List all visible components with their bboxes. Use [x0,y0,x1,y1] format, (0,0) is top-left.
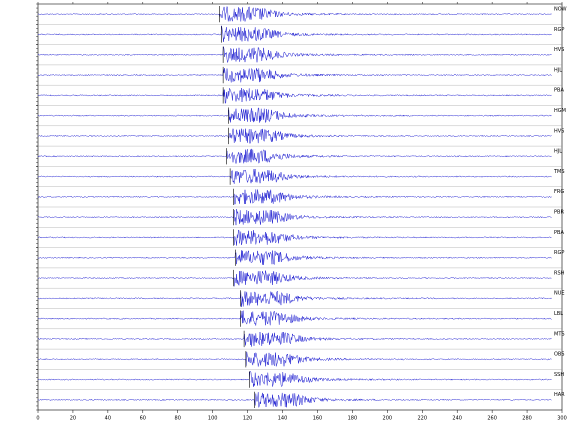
trace-name: LBL [554,311,563,317]
waveform [37,392,552,408]
trace-name: HGM [554,108,566,114]
x-tick-label: 0 [36,416,39,422]
trace-name: HAR [554,392,565,398]
x-tick-label: 20 [70,416,76,422]
waveform [37,370,552,388]
x-tick-label: 200 [383,416,393,422]
waveform [37,351,552,367]
waveform [37,127,552,144]
x-tick-label: 120 [243,416,253,422]
trace-name: HJL [554,67,562,73]
waveform [37,229,552,246]
x-tick-label: 140 [278,416,288,422]
trace-name: HJL [554,149,562,155]
x-tick-label: 80 [175,416,181,422]
trace-name: PBR [554,210,564,216]
waveform [37,331,552,347]
waveform [37,46,552,63]
waveform [37,87,552,105]
trace-name: PBA [554,230,564,236]
trace-name: PBA [554,88,564,94]
waveform [37,250,552,265]
trace-name: SSH [554,372,564,378]
x-tick-label: 280 [522,416,532,422]
x-tick-label: 240 [452,416,462,422]
x-tick-label: 100 [208,416,218,422]
x-tick-label: 40 [105,416,111,422]
x-tick-label: 160 [313,416,323,422]
waveform [37,310,552,326]
trace-name: NOW [554,7,567,13]
trace-name: HVS [554,128,564,134]
waveform [37,168,552,184]
trace-name: RSH [554,270,565,276]
trace-name: MTS [554,331,565,337]
x-tick-label: 60 [140,416,146,422]
waveform [37,148,552,165]
waveform [37,290,552,307]
waveform [37,209,552,226]
trace-name: RGP [554,250,564,256]
trace-name: NUE [554,291,565,297]
waveform [37,270,552,287]
x-tick-label: 300 [557,416,567,422]
x-tick-label: 220 [417,416,427,422]
waveform [37,6,552,22]
x-tick-label: 180 [348,416,358,422]
waveform [37,189,552,205]
trace-name: HVS [554,47,564,53]
trace-name: FRG [554,189,564,195]
trace-name: TMS [553,169,565,175]
waveform [37,25,552,42]
waveform [38,107,552,124]
trace-name: RGP [554,27,564,33]
x-tick-label: 260 [487,416,497,422]
trace-name: OBS [554,352,564,358]
waveform [37,67,552,83]
